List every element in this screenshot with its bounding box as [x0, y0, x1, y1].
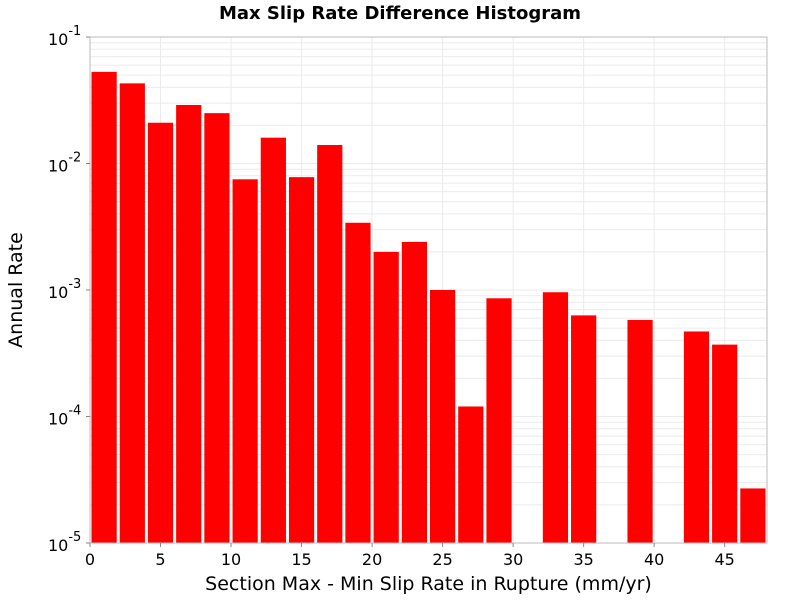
histogram-bar — [119, 83, 145, 543]
histogram-bar — [712, 344, 738, 543]
y-tick-label: 10-4 — [48, 404, 81, 429]
histogram-bar — [345, 222, 371, 543]
y-tick-label: 10-3 — [48, 277, 81, 302]
x-tick-label: 15 — [291, 550, 311, 569]
histogram-bar — [542, 292, 569, 543]
y-tick-label: 10-2 — [48, 151, 81, 176]
x-tick-label: 20 — [362, 550, 382, 569]
histogram-bar — [458, 406, 484, 543]
y-axis-label: Annual Rate — [5, 232, 27, 348]
histogram-bar — [486, 298, 512, 543]
histogram-bar — [683, 331, 710, 543]
x-axis-label: Section Max - Min Slip Rate in Rupture (… — [205, 573, 652, 595]
histogram-bar — [373, 251, 399, 543]
y-axis-ticks: 10-5 10-4 10-3 10-2 10-1 — [48, 24, 90, 555]
x-tick-label: 45 — [715, 550, 735, 569]
x-tick-label: 5 — [155, 550, 165, 569]
histogram-bar — [232, 179, 258, 543]
histogram-bar — [204, 113, 230, 544]
x-tick-label: 35 — [573, 550, 593, 569]
bars — [91, 71, 766, 544]
histogram-bar — [401, 241, 427, 544]
x-tick-label: 30 — [503, 550, 523, 569]
histogram-bar — [91, 71, 117, 544]
chart-title: Max Slip Rate Difference Histogram — [218, 3, 581, 24]
x-axis-ticks: 0 5 10 15 20 25 30 35 40 45 — [85, 543, 735, 569]
x-tick-label: 25 — [432, 550, 452, 569]
histogram-bar — [288, 177, 315, 544]
x-tick-label: 0 — [85, 550, 95, 569]
histogram-bar — [430, 290, 456, 543]
y-tick-label: 10-5 — [48, 530, 81, 555]
y-tick-label: 10-1 — [48, 24, 81, 49]
histogram-bar — [627, 319, 653, 543]
histogram-bar — [176, 105, 202, 543]
x-tick-label: 40 — [644, 550, 664, 569]
x-tick-label: 10 — [221, 550, 241, 569]
histogram-bar — [147, 122, 174, 543]
histogram-bar — [317, 145, 343, 543]
histogram-bar — [571, 315, 597, 543]
histogram-bar — [740, 488, 766, 543]
histogram-bar — [260, 137, 286, 543]
